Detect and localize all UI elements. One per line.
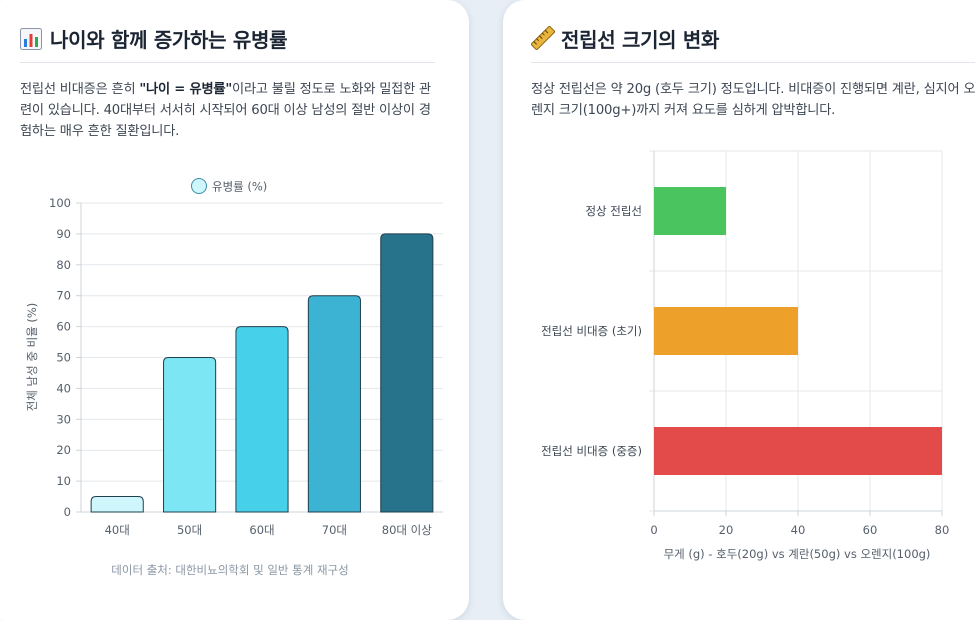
bar[interactable]: [380, 233, 434, 513]
y-tick-label: 70: [56, 289, 71, 303]
legend-swatch: [191, 178, 207, 194]
legend-label: 유병률 (%): [212, 180, 267, 194]
x-tick-label: 70대: [322, 523, 347, 537]
prevalence-description: 전립선 비대증은 흔히 "나이 = 유병률"이라고 불릴 정도로 노화와 밀접한…: [20, 82, 431, 139]
x-tick-label: 40대: [105, 523, 130, 537]
x-tick-label: 50대: [177, 523, 202, 537]
charts-layer: 유병률 (%) 전체 남성 중 비율 (%) 데이터 출처: 대한비뇨의학회 및…: [25, 150, 949, 577]
left-chart-y-ticks: 0 10 20 30 40 50 60 70 80 90 100: [49, 196, 71, 519]
x-axis-label: 무게 (g) - 호두(20g) vs 계란(50g) vs 오렌지(100g): [664, 547, 931, 561]
y-tick-label: 90: [56, 227, 71, 241]
left-chart-bars: [90, 233, 434, 513]
x-tick-label: 40: [791, 523, 806, 537]
bar[interactable]: [163, 357, 217, 513]
divider: [531, 62, 975, 63]
y-tick-label: 80: [56, 258, 71, 272]
y-tick-label: 전립선 비대증 (중증): [541, 444, 642, 458]
y-tick-label: 0: [64, 505, 71, 519]
divider: [20, 62, 435, 63]
y-tick-label: 40: [56, 381, 71, 395]
y-tick-label: 10: [56, 474, 71, 488]
right-chart-bars: [654, 187, 942, 475]
y-tick-label: 30: [56, 412, 71, 426]
bar[interactable]: [654, 187, 726, 235]
left-legend[interactable]: 유병률 (%): [191, 178, 268, 194]
y-tick-label: 60: [56, 320, 71, 334]
bar[interactable]: [654, 307, 798, 355]
size-card-title: 전립선 크기의 변화: [530, 24, 719, 55]
y-tick-label: 정상 전립선: [585, 204, 642, 218]
x-tick-label: 80: [935, 523, 950, 537]
x-tick-label: 80대 이상: [382, 523, 432, 537]
left-chart-x-ticks: 40대 50대 60대 70대 80대 이상: [105, 523, 433, 537]
data-source-note: 데이터 출처: 대한비뇨의학회 및 일반 통계 재구성: [111, 563, 348, 577]
bar[interactable]: [235, 326, 289, 513]
bar[interactable]: [654, 427, 942, 475]
x-tick-label: 60: [863, 523, 878, 537]
y-axis-label: 전체 남성 중 비율 (%): [25, 303, 39, 412]
y-tick-label: 50: [56, 351, 71, 365]
x-tick-label: 0: [650, 523, 657, 537]
bar[interactable]: [90, 496, 144, 513]
y-tick-label: 20: [56, 443, 71, 457]
right-chart-x-ticks: 0 20 40 60 80: [650, 523, 949, 537]
bar[interactable]: [307, 295, 361, 513]
x-tick-label: 20: [719, 523, 734, 537]
bar-chart-icon: [20, 28, 44, 55]
y-tick-label: 100: [49, 196, 71, 210]
x-tick-label: 60대: [249, 523, 274, 537]
size-description: 정상 전립선은 약 20g (호두 크기) 정도입니다. 비대증이 진행되면 계…: [531, 82, 975, 118]
y-tick-label: 전립선 비대증 (초기): [541, 324, 642, 338]
ruler-icon: [530, 25, 556, 55]
prevalence-card-title: 나이와 함께 증가하는 유병률: [20, 24, 288, 55]
